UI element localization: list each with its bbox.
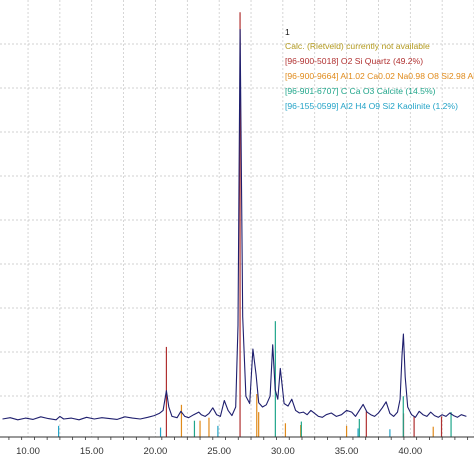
legend-title: 1 [285,27,290,37]
pattern-line [2,28,467,421]
x-tick-label: 20.00 [144,446,168,457]
x-axis: 10.00 15.00 20.00 25.00 30.00 35.00 40.00 [0,436,474,457]
x-tick-label: 25.00 [207,446,231,457]
x-tick-label: 30.00 [271,446,295,457]
legend-entry-kaolinite: [96-155-0599] Al2 H4 O9 Si2 Kaolinite (1… [285,101,458,111]
legend-entry-albite: [96-900-9664] Al1.02 Ca0.02 Na0.98 O8 Si… [285,71,474,81]
x-tick-label: 40.00 [398,446,422,457]
measured-pattern [2,28,467,421]
x-tick-label: 10.00 [16,446,40,457]
grid-lines [0,0,474,437]
legend-note: Calc. (Rietveld) currently not available [285,41,430,51]
legend: 1 Calc. (Rietveld) currently not availab… [285,27,474,111]
x-tick-label: 15.00 [80,446,104,457]
legend-entry-calcite: [96-901-6707] C Ca O3 Calcite (14.5%) [285,86,436,96]
x-tick-label: 35.00 [335,446,359,457]
reference-phase-sticks [58,12,452,437]
legend-entry-quartz: [96-900-5018] O2 Si Quartz (49.2%) [285,56,423,66]
